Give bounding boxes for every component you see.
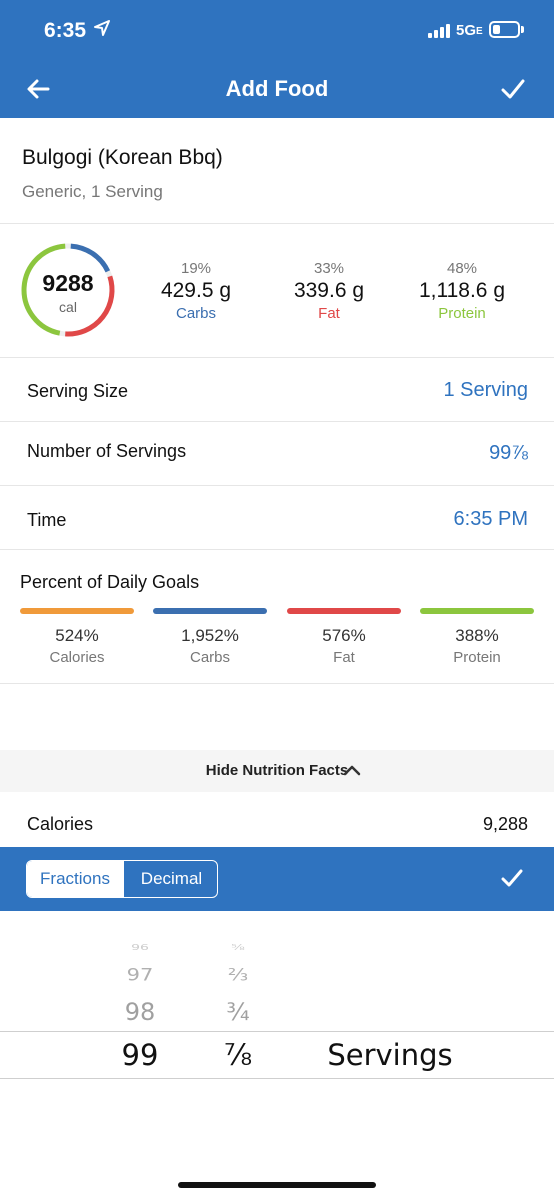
- picker-fraction-selected[interactable]: ⅞: [223, 1038, 253, 1072]
- check-icon[interactable]: [497, 863, 527, 893]
- goal-fat: 576% Fat: [287, 608, 401, 666]
- network-label: 5GE: [456, 22, 483, 39]
- battery-icon: [489, 21, 520, 38]
- status-bar: 6:35 5GE: [0, 0, 554, 62]
- picker-fraction-item[interactable]: ¾: [226, 998, 250, 1026]
- macro-name: Fat: [318, 305, 340, 322]
- picker-whole-item[interactable]: 98: [124, 998, 156, 1026]
- goal-protein: 388% Protein: [420, 608, 534, 666]
- goal-name: Fat: [333, 649, 355, 666]
- page-title: Add Food: [225, 76, 329, 101]
- picker-unit[interactable]: Servings: [327, 1038, 453, 1072]
- protein-arc: [21, 243, 66, 336]
- goal-percent: 576%: [322, 626, 366, 645]
- picker-whole-item[interactable]: 97: [126, 965, 154, 985]
- macro-percent: 19%: [180, 260, 212, 277]
- servings-picker-wheel[interactable]: [0, 911, 554, 1171]
- time-row[interactable]: Time 6:35 PM: [0, 486, 554, 550]
- picker-whole-item[interactable]: 96: [131, 943, 149, 953]
- row-label: Time: [27, 510, 67, 530]
- signal-icon: [428, 24, 454, 38]
- goal-percent: 1,952%: [181, 626, 239, 645]
- goal-bar: [420, 608, 534, 614]
- goal-calories: 524% Calories: [20, 608, 134, 666]
- calories-label: Calories: [27, 814, 94, 834]
- calories-value: 9,288: [482, 814, 528, 834]
- calorie-count: 9288: [42, 270, 94, 296]
- decimal-tab[interactable]: Decimal: [123, 861, 217, 897]
- calorie-ring: [21, 243, 115, 337]
- fractions-tab[interactable]: Fractions: [27, 861, 123, 897]
- hide-nutrition-facts-label: Hide Nutrition Facts: [205, 762, 349, 779]
- status-time: 6:35: [44, 19, 87, 42]
- carbs-arc: [70, 243, 111, 273]
- daily-goals: Percent of Daily Goals 524% Calories 1,9…: [0, 550, 554, 684]
- goal-bar: [153, 608, 267, 614]
- picker-toolbar: Fractions Decimal: [0, 847, 554, 911]
- macro-carbs: 19% 429.5 g Carbs: [126, 260, 266, 322]
- goal-carbs: 1,952% Carbs: [153, 608, 267, 666]
- picker-whole-selected[interactable]: 99: [121, 1038, 159, 1072]
- goal-bar: [287, 608, 401, 614]
- goal-name: Calories: [49, 649, 105, 666]
- time-value[interactable]: 6:35 PM: [453, 508, 528, 530]
- location-arrow-icon: [94, 20, 110, 41]
- number-of-servings-row[interactable]: Number of Servings 99⅞: [0, 422, 554, 486]
- home-indicator[interactable]: [178, 1182, 376, 1188]
- calories-row: Calories 9,288: [0, 800, 554, 846]
- fraction-decimal-toggle: Fractions Decimal: [26, 860, 218, 898]
- fat-arc: [65, 275, 115, 337]
- check-icon[interactable]: [498, 74, 528, 104]
- macro-name: Carbs: [175, 305, 216, 322]
- goal-bar: [20, 608, 134, 614]
- row-label: Serving Size: [27, 381, 129, 401]
- food-header: Bulgogi (Korean Bbq) Generic, 1 Serving: [0, 118, 554, 224]
- macro-value: 339.6 g: [293, 279, 365, 302]
- calorie-unit: cal: [59, 299, 77, 315]
- picker-selection-band: [0, 1031, 554, 1079]
- macro-percent: 48%: [446, 260, 478, 277]
- macro-name: Protein: [438, 305, 486, 322]
- goal-percent: 524%: [55, 626, 99, 645]
- macro-value: 1,118.6 g: [418, 279, 506, 302]
- row-label: Number of Servings: [27, 441, 187, 461]
- chevron-up-icon[interactable]: [342, 762, 362, 778]
- goal-name: Carbs: [189, 649, 230, 666]
- picker-fraction-item[interactable]: ⅝: [231, 943, 245, 953]
- food-name: Bulgogi (Korean Bbq): [22, 146, 223, 169]
- battery-tip: [521, 26, 524, 33]
- serving-size-row[interactable]: Serving Size 1 Serving: [0, 358, 554, 422]
- food-subtitle: Generic, 1 Serving: [22, 182, 163, 201]
- hide-nutrition-facts-button[interactable]: Hide Nutrition Facts: [0, 750, 554, 792]
- goal-percent: 388%: [455, 626, 499, 645]
- macro-summary: 9288 cal 19% 429.5 g Carbs 33% 339.6 g F…: [0, 224, 554, 358]
- macro-percent: 33%: [313, 260, 345, 277]
- macro-fat: 33% 339.6 g Fat: [259, 260, 399, 322]
- macro-value: 429.5 g: [160, 279, 232, 302]
- goal-name: Protein: [453, 649, 501, 666]
- serving-size-value[interactable]: 1 Serving: [443, 379, 529, 401]
- number-of-servings-value[interactable]: 99⅞: [489, 442, 528, 464]
- arrow-left-icon[interactable]: [24, 74, 54, 104]
- nav-bar: Add Food: [0, 62, 554, 118]
- macro-protein: 48% 1,118.6 g Protein: [392, 260, 532, 322]
- daily-goals-title: Percent of Daily Goals: [20, 572, 200, 592]
- picker-fraction-item[interactable]: ⅔: [227, 965, 249, 985]
